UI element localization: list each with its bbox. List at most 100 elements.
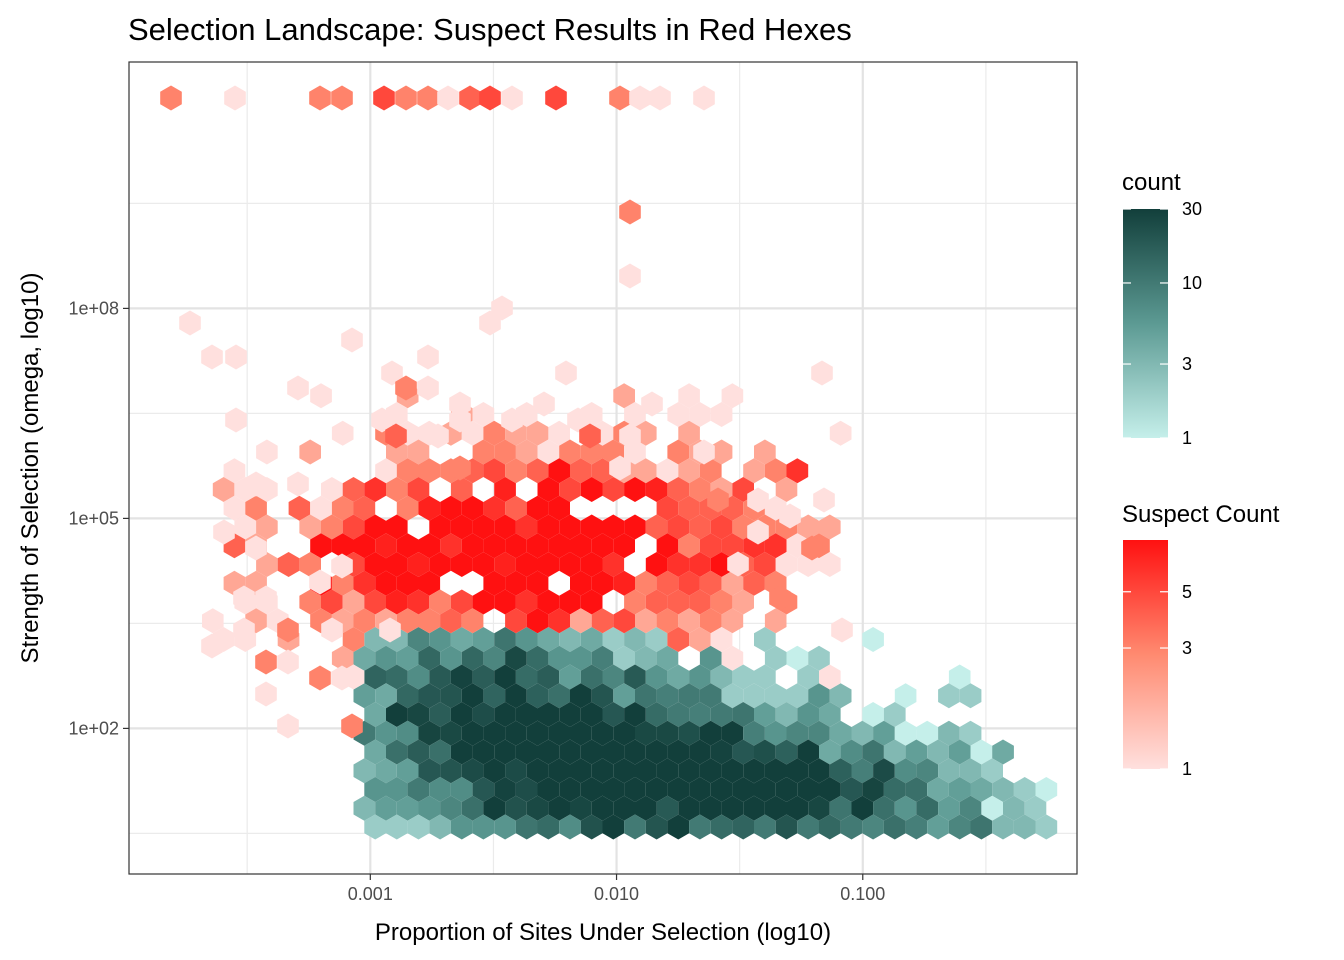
suspect-hex <box>689 589 711 615</box>
suspect-hex <box>427 423 449 449</box>
count-hex <box>721 720 744 746</box>
count-hex <box>819 777 841 802</box>
suspect-hex <box>505 495 527 521</box>
suspect-hex <box>417 375 439 401</box>
count-hex <box>526 683 549 709</box>
suspect-hex <box>373 85 395 111</box>
count-hex <box>710 739 733 765</box>
count-hex <box>559 777 581 802</box>
count-hex <box>667 814 690 840</box>
suspect-hex <box>461 495 484 521</box>
suspect-hex <box>225 407 247 433</box>
suspect-hex <box>645 514 668 540</box>
suspect-hex <box>309 569 331 595</box>
count-hex <box>797 739 819 765</box>
suspect-hex <box>472 514 495 540</box>
count-hex <box>613 795 635 821</box>
suspect-hex <box>559 439 581 465</box>
count-hex <box>450 777 473 802</box>
suspect-hex <box>245 535 267 561</box>
suspect-hex <box>429 552 451 577</box>
legend-count: count 1 3 10 30 <box>1122 169 1202 448</box>
suspect-hex <box>699 608 722 634</box>
legend-suspect: Suspect Count 1 3 5 <box>1122 501 1280 779</box>
y-tick-label: 1e+02 <box>68 718 119 738</box>
suspect-hex <box>829 420 852 446</box>
suspect-hex <box>234 514 257 540</box>
count-hex <box>710 664 733 690</box>
suspect-hex <box>721 645 744 671</box>
suspect-hex <box>689 514 711 540</box>
count-hex <box>386 702 408 727</box>
legend-count-ticks: 1 3 10 30 <box>1123 199 1202 448</box>
suspect-hex <box>472 552 495 577</box>
count-hex <box>418 683 441 709</box>
suspect-hex <box>710 552 733 577</box>
count-hex <box>591 683 614 709</box>
count-hex <box>829 683 852 709</box>
count-hex <box>353 645 376 671</box>
count-hex <box>450 627 473 652</box>
suspect-hex <box>619 199 641 225</box>
suspect-hex <box>779 503 801 529</box>
x-tick-label: 0.100 <box>840 884 885 904</box>
y-axis-title: Strength of Selection (omega, log10) <box>17 273 44 664</box>
suspect-hex <box>635 608 657 634</box>
suspect-hex <box>707 487 729 513</box>
count-hex <box>580 627 603 652</box>
suspect-hex <box>710 402 733 427</box>
suspect-hex <box>472 439 495 465</box>
suspect-hex <box>386 552 408 577</box>
count-hex <box>786 645 809 671</box>
suspect-hex <box>548 458 570 484</box>
count-hex <box>418 645 441 671</box>
suspect-hex <box>479 85 501 111</box>
suspect-hex <box>396 608 419 634</box>
suspect-hex <box>786 458 809 484</box>
suspect-hex <box>321 617 343 643</box>
count-hex <box>515 777 538 802</box>
suspect-hex <box>418 458 441 484</box>
suspect-hex <box>526 608 549 634</box>
count-hex <box>710 777 733 802</box>
suspect-hex <box>831 617 853 643</box>
suspect-hex <box>483 533 506 559</box>
count-hex <box>602 777 625 802</box>
suspect-hex <box>624 477 646 502</box>
suspect-hex <box>743 570 765 596</box>
count-hex <box>375 758 397 784</box>
count-hex <box>992 814 1014 840</box>
count-hex <box>353 758 376 784</box>
suspect-hex <box>417 344 439 370</box>
count-hex <box>959 758 982 784</box>
count-hex <box>873 720 895 746</box>
count-hex <box>472 627 495 652</box>
count-hex <box>645 664 668 690</box>
suspect-hex <box>331 665 353 691</box>
suspect-hex <box>277 649 299 675</box>
count-hex <box>580 702 603 727</box>
count-hex <box>580 814 603 840</box>
suspect-hex <box>491 295 513 321</box>
count-hex <box>656 645 679 671</box>
count-hex <box>548 795 570 821</box>
legend-suspect-title: Suspect Count <box>1122 501 1280 528</box>
suspect-hex <box>223 495 246 521</box>
count-hex <box>1013 777 1036 802</box>
count-hex <box>548 645 570 671</box>
suspect-hex <box>505 533 527 559</box>
count-hex <box>472 777 495 802</box>
count-hex <box>559 702 581 727</box>
suspect-hex <box>801 535 823 561</box>
count-hex <box>429 627 451 652</box>
count-hex <box>656 720 679 746</box>
suspect-hex <box>459 85 481 111</box>
suspect-hex <box>255 585 277 611</box>
count-hex <box>829 720 852 746</box>
count-hex <box>775 739 798 765</box>
suspect-hex <box>233 585 255 611</box>
suspect-hex <box>667 477 690 502</box>
count-hex <box>840 739 863 765</box>
suspect-hex <box>819 514 841 540</box>
suspect-hex <box>570 533 592 559</box>
